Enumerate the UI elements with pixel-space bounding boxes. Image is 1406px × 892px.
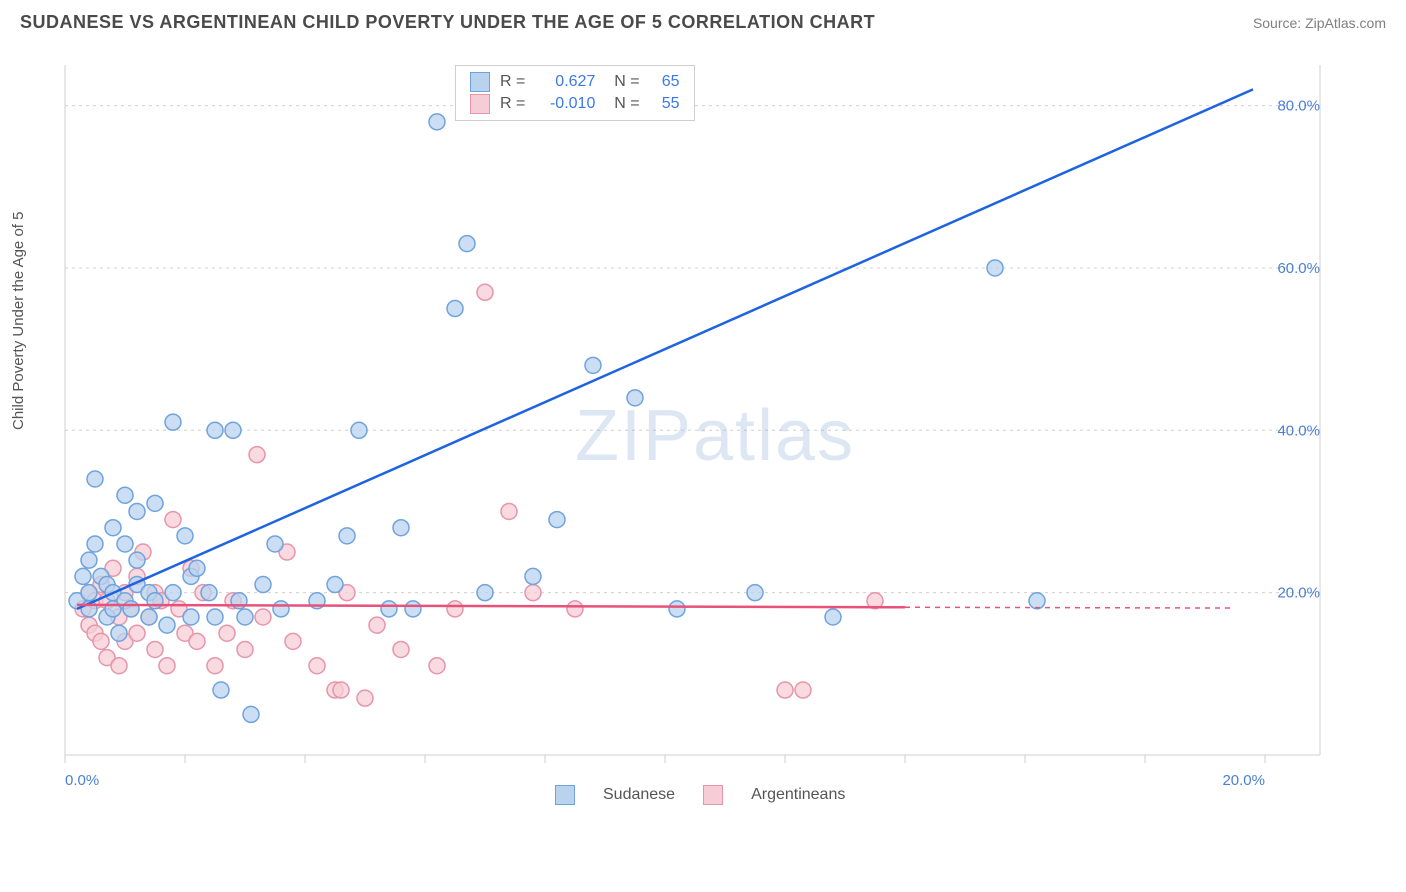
chart-source: Source: ZipAtlas.com	[1253, 15, 1386, 31]
svg-text:20.0%: 20.0%	[1277, 585, 1320, 602]
svg-text:40.0%: 40.0%	[1277, 422, 1320, 439]
y-axis-label: Child Poverty Under the Age of 5	[10, 212, 27, 430]
scatter-plot-svg: 20.0% 40.0% 60.0% 80.0% 0.0% 20.0%	[55, 55, 1335, 805]
legend-label-sudanese: Sudanese	[603, 786, 675, 804]
r-label: R =	[500, 73, 525, 91]
svg-text:20.0%: 20.0%	[1222, 772, 1265, 789]
svg-text:0.0%: 0.0%	[65, 772, 99, 789]
n-label: N =	[605, 95, 639, 113]
correlation-stats-box: R = 0.627 N = 65 R = -0.010 N = 55	[455, 65, 695, 121]
chart-title: SUDANESE VS ARGENTINEAN CHILD POVERTY UN…	[20, 12, 875, 33]
legend-label-argentinean: Argentineans	[751, 786, 845, 804]
swatch-sudanese	[470, 72, 490, 92]
n-value-sudanese: 65	[650, 73, 680, 91]
n-value-argentinean: 55	[650, 95, 680, 113]
stats-row-sudanese: R = 0.627 N = 65	[470, 72, 680, 92]
stats-row-argentinean: R = -0.010 N = 55	[470, 94, 680, 114]
chart-plot-area: 20.0%40.0%60.0%80.0%0.0%20.0% ZIPatlas R…	[55, 55, 1335, 805]
legend-swatch-sudanese	[555, 785, 575, 805]
svg-text:80.0%: 80.0%	[1277, 98, 1320, 115]
n-label: N =	[605, 73, 639, 91]
swatch-argentinean	[470, 94, 490, 114]
r-value-argentinean: -0.010	[535, 95, 595, 113]
legend-swatch-argentinean	[703, 785, 723, 805]
r-value-sudanese: 0.627	[535, 73, 595, 91]
svg-text:60.0%: 60.0%	[1277, 260, 1320, 277]
r-label: R =	[500, 95, 525, 113]
chart-header: SUDANESE VS ARGENTINEAN CHILD POVERTY UN…	[0, 0, 1406, 41]
series-legend: Sudanese Argentineans	[555, 785, 845, 805]
